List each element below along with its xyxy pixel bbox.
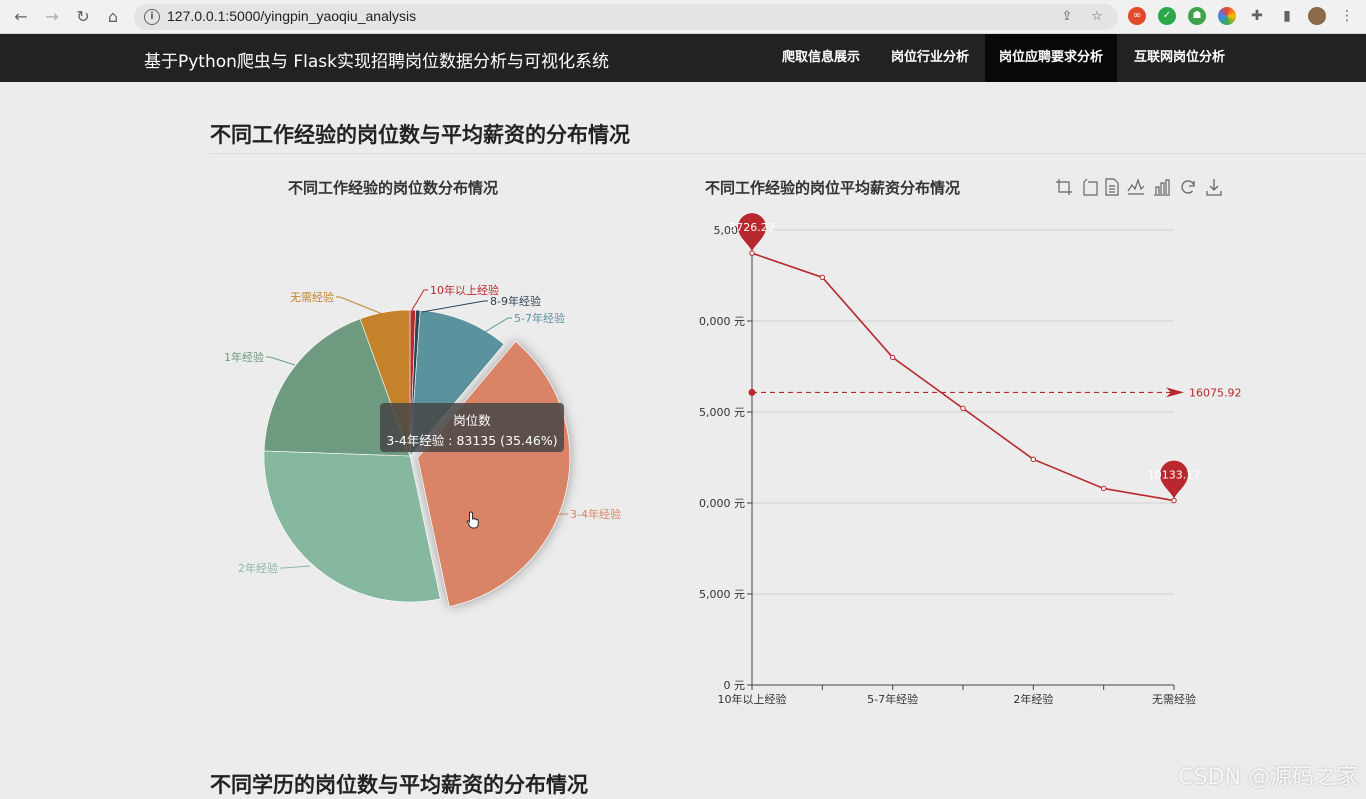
pie-slice-label: 1年经验 <box>224 350 264 364</box>
y-tick-label: 0 元 <box>724 679 746 692</box>
pie-label-line <box>280 565 311 569</box>
nav-item-requirement-analysis[interactable]: 岗位应聘要求分析 <box>985 34 1118 82</box>
save-image-icon[interactable] <box>1205 178 1223 196</box>
salary-data-point[interactable] <box>889 354 896 361</box>
side-panel-icon[interactable]: ▮ <box>1283 8 1291 24</box>
average-markline-label: 16075.92 <box>1189 386 1242 399</box>
pie-slice-label: 8-9年经验 <box>490 294 541 308</box>
extension-infinity-icon[interactable]: ∞ <box>1128 7 1146 25</box>
x-tick-label: 10年以上经验 <box>718 692 787 706</box>
line-chart-title: 不同工作经验的岗位平均薪资分布情况 <box>705 179 961 197</box>
forward-icon[interactable]: → <box>45 7 59 26</box>
average-markline-start <box>748 388 756 396</box>
extension-chrome-icon[interactable] <box>1218 7 1236 25</box>
pie-slice-label: 3-4年经验 <box>570 507 621 521</box>
hand-cursor-icon <box>466 511 479 529</box>
nav-item-internet-jobs[interactable]: 互联网岗位分析 <box>1134 50 1226 65</box>
salary-data-point[interactable] <box>1100 485 1107 492</box>
profile-avatar[interactable] <box>1308 7 1326 25</box>
pie-slice-label: 10年以上经验 <box>430 283 499 297</box>
x-tick-label: 无需经验 <box>1152 692 1196 706</box>
y-tick-label: 5,000 元 <box>699 588 745 601</box>
section-divider <box>210 153 1366 154</box>
browser-menu-icon[interactable]: ⋮ <box>1340 8 1354 24</box>
back-icon[interactable]: ← <box>14 7 28 26</box>
average-markline-arrow <box>1166 387 1184 398</box>
extension-shield-icon[interactable]: ✓ <box>1158 7 1176 25</box>
salary-data-point[interactable] <box>1171 497 1177 504</box>
salary-data-point[interactable] <box>749 250 755 256</box>
salary-data-point[interactable] <box>1030 456 1037 463</box>
salary-data-point[interactable] <box>960 405 966 412</box>
site-brand[interactable]: 基于Python爬虫与 Flask实现招聘岗位数据分析与可视化系统 <box>144 52 609 72</box>
section-title-education: 不同学历的岗位数与平均薪资的分布情况 <box>210 773 588 797</box>
nav-item-crawl-display[interactable]: 爬取信息展示 <box>782 50 861 65</box>
tooltip-series-name: 岗位数 <box>453 413 491 428</box>
section-title-experience: 不同工作经验的岗位数与平均薪资的分布情况 <box>210 123 630 147</box>
pie-label-line <box>266 356 296 366</box>
data-view-icon[interactable] <box>1103 178 1121 196</box>
restore-icon[interactable] <box>1179 178 1197 196</box>
pie-slice[interactable] <box>263 318 411 457</box>
tooltip-value: 3-4年经验 : 83135 (35.46%) <box>386 433 558 448</box>
pie-tooltip: 岗位数 3-4年经验 : 83135 (35.46%) <box>380 403 564 452</box>
pie-chart-title: 不同工作经验的岗位数分布情况 <box>288 179 499 197</box>
zoom-reset-icon[interactable] <box>1080 178 1098 196</box>
line-chart[interactable]: 0 元 5,000 元 0,000 元 5,000 元 0,000 元 5,000 10年以… <box>690 205 1250 715</box>
bar-type-icon[interactable] <box>1153 178 1171 196</box>
x-tick-label: 5-7年经验 <box>867 692 918 706</box>
address-bar[interactable]: i 127.0.0.1:5000/yingpin_yaoqiu_analysis… <box>134 4 1118 30</box>
browser-toolbar: ← → ↻ ⌂ i 127.0.0.1:5000/yingpin_yaoqiu_… <box>0 0 1366 34</box>
pie-slice-label: 5-7年经验 <box>514 311 565 325</box>
y-tick-label: 5,000 <box>714 224 746 237</box>
share-icon[interactable]: ⇪ <box>1061 9 1073 24</box>
pie-label-line <box>484 317 512 333</box>
max-pin-label: 3726.22 <box>729 221 775 234</box>
line-type-icon[interactable] <box>1127 178 1145 196</box>
site-info-icon[interactable]: i <box>144 9 160 25</box>
reload-icon[interactable]: ↻ <box>76 7 90 26</box>
site-navbar: 基于Python爬虫与 Flask实现招聘岗位数据分析与可视化系统 爬取信息展示… <box>0 34 1366 82</box>
y-tick-label: 0,000 元 <box>699 315 745 328</box>
extension-android-icon[interactable]: ☗ <box>1188 7 1206 25</box>
extensions-puzzle-icon[interactable]: ✚ <box>1251 8 1263 24</box>
pie-label-line <box>421 300 488 313</box>
pie-slice-label: 无需经验 <box>290 290 334 304</box>
pie-slice[interactable] <box>263 450 441 603</box>
salary-data-point[interactable] <box>819 274 826 281</box>
y-tick-label: 0,000 元 <box>699 497 745 510</box>
pie-label-line <box>336 296 386 316</box>
y-tick-label: 5,000 元 <box>699 406 745 419</box>
bookmark-star-icon[interactable]: ☆ <box>1091 9 1103 24</box>
nav-item-industry-analysis[interactable]: 岗位行业分析 <box>891 50 970 65</box>
pie-slice-label: 2年经验 <box>238 561 278 575</box>
url-text[interactable]: 127.0.0.1:5000/yingpin_yaoqiu_analysis <box>167 8 417 24</box>
zoom-icon[interactable] <box>1055 178 1073 196</box>
watermark: CSDN @源码之家 <box>1178 765 1358 790</box>
max-pin[interactable] <box>738 213 766 252</box>
pie-label-line <box>544 513 568 516</box>
pie-label-line <box>411 289 428 311</box>
min-pin-label: 10133.17 <box>1148 469 1201 482</box>
x-tick-label: 2年经验 <box>1013 692 1053 706</box>
home-icon[interactable]: ⌂ <box>107 7 119 26</box>
salary-series-line[interactable] <box>751 252 1175 502</box>
min-pin[interactable] <box>1160 460 1188 499</box>
